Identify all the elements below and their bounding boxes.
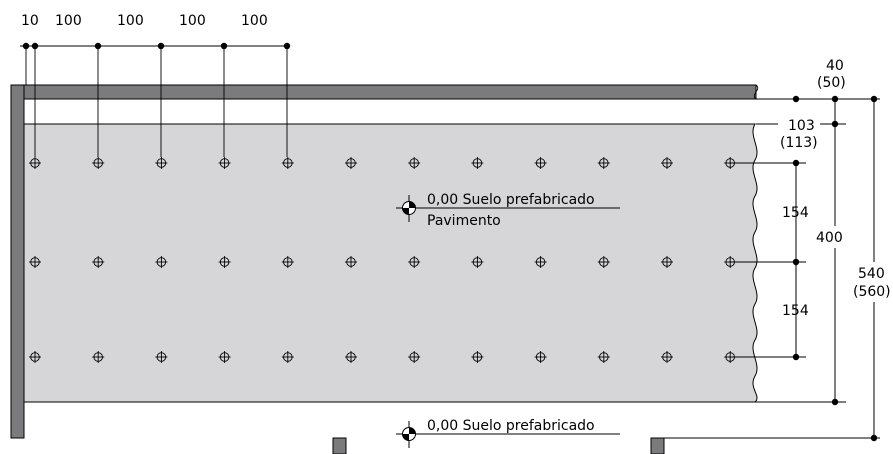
pipe-symbol <box>471 157 484 169</box>
pipe-symbol <box>29 351 41 363</box>
bottom-post-left <box>332 437 347 454</box>
pipe-symbol <box>92 256 105 268</box>
pipe-symbol <box>408 157 421 169</box>
pipe-symbol <box>281 157 294 169</box>
pipe-symbol <box>281 256 294 268</box>
dim-offset-113: (113) <box>780 135 818 151</box>
dim-spacing-154-a: 154 <box>782 205 809 221</box>
pipe-symbol <box>408 351 421 363</box>
pipe-symbol <box>281 351 294 363</box>
level-upper-label: 0,00 Suelo prefabricado <box>427 192 595 208</box>
pipe-grid <box>29 157 737 363</box>
pipe-symbol <box>597 256 610 268</box>
dim-top-10: 10 <box>21 13 39 29</box>
pipe-symbol <box>534 351 547 363</box>
pipe-symbol <box>29 157 41 169</box>
pipe-symbol <box>534 256 547 268</box>
pipe-symbol <box>345 351 357 363</box>
pipe-symbol <box>155 157 168 169</box>
pipe-symbol <box>471 351 484 363</box>
dim-screed-400: 400 <box>816 230 843 246</box>
dim-total-560: (560) <box>853 284 891 300</box>
pipe-symbol <box>597 157 610 169</box>
pipe-symbol <box>597 351 610 363</box>
pipe-symbol <box>218 351 231 363</box>
pipe-symbol <box>92 157 105 169</box>
dim-right-50: (50) <box>817 75 846 91</box>
left-wall <box>10 84 25 439</box>
screed-area <box>23 123 758 403</box>
pipe-symbol <box>534 157 547 169</box>
pipe-symbol <box>408 256 421 268</box>
pipe-symbol <box>218 256 231 268</box>
pipe-symbol <box>29 256 41 268</box>
pipe-symbol <box>92 351 105 363</box>
pipe-symbol <box>155 351 168 363</box>
pipe-symbol <box>661 351 673 363</box>
pipe-symbol <box>471 256 484 268</box>
pipe-symbol <box>345 256 357 268</box>
level-upper-sublabel: Pavimento <box>427 213 501 229</box>
pipe-symbol <box>345 157 357 169</box>
pipe-symbol <box>661 157 673 169</box>
top-slab-break <box>753 84 759 100</box>
top-slab <box>23 84 757 100</box>
dim-spacing-154-b: 154 <box>782 303 809 319</box>
pipe-symbol <box>155 256 168 268</box>
top-dimension <box>20 42 291 85</box>
level-marker-upper-icon <box>396 195 620 222</box>
pipe-symbol <box>661 256 673 268</box>
dim-total-540: 540 <box>858 266 885 282</box>
dim-top-100-b: 100 <box>117 13 144 29</box>
pipe-symbol <box>218 157 231 169</box>
level-marker-lower-icon <box>396 421 620 448</box>
dim-offset-103: 103 <box>788 118 815 134</box>
dim-top-100-c: 100 <box>179 13 206 29</box>
bottom-post-right <box>650 437 665 454</box>
level-lower-label: 0,00 Suelo prefabricado <box>427 418 595 434</box>
extension-lines <box>34 46 288 157</box>
dim-top-100-a: 100 <box>55 13 82 29</box>
dim-top-100-d: 100 <box>241 13 268 29</box>
dim-right-40: 40 <box>826 58 844 74</box>
